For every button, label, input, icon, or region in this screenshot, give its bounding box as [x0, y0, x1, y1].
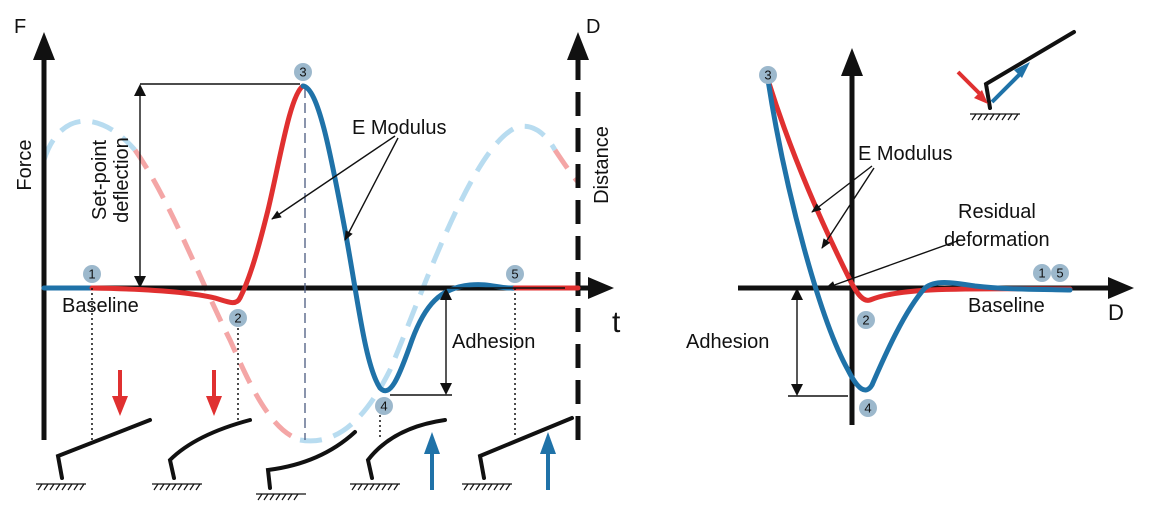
- retract-curve: [300, 83, 518, 394]
- e-modulus-pointer-retract: [344, 137, 399, 241]
- svg-text:3: 3: [299, 65, 306, 80]
- residual-label-line2: deformation: [944, 229, 1050, 251]
- right-marker-2: 2: [857, 311, 875, 329]
- right-marker-3: 3: [759, 66, 777, 84]
- right-retract-curve: [765, 77, 1073, 393]
- right-panel: 3 2 4 1 5 D E Modulus Residual deformati…: [686, 30, 1134, 425]
- marker-3: 3: [294, 63, 312, 81]
- residual-label-line1: Residual: [958, 201, 1036, 223]
- baseline-label: Baseline: [62, 295, 139, 317]
- adhesion-label: Adhesion: [452, 331, 535, 353]
- retract-arrow-icon: [424, 432, 440, 454]
- marker-2: 2: [229, 309, 247, 327]
- svg-text:3: 3: [764, 68, 771, 83]
- marker-4: 4: [375, 397, 393, 415]
- inset-retract-arrow-icon: [1014, 62, 1030, 78]
- approach-arrow-icon-2: [206, 396, 222, 416]
- right-approach-curve: [765, 77, 1073, 303]
- svg-text:1: 1: [88, 267, 95, 282]
- piezo-distance-curve-blue: [41, 118, 137, 161]
- right-e-modulus-pointer-retract: [821, 167, 875, 249]
- right-marker-4: 4: [859, 399, 877, 417]
- setpoint-label-line2: deflection: [111, 137, 133, 223]
- setpoint-arrow-up-icon: [134, 84, 146, 96]
- ylabel-distance: Distance: [591, 126, 613, 204]
- cantilever-stage-5: [462, 416, 574, 491]
- piezo-distance-curve-blue-2: [299, 123, 558, 444]
- marker-1: 1: [83, 265, 101, 283]
- svg-text:2: 2: [862, 313, 869, 328]
- e-modulus-pointer-approach: [271, 135, 396, 220]
- cantilever-stage-3: [256, 430, 357, 501]
- cantilever-stage-4: [350, 418, 447, 491]
- left-panel: 1 2 3 4 5 F D t Force Distance Set-point…: [14, 16, 621, 501]
- approach-arrow-icon: [112, 396, 128, 416]
- approach-curve: [89, 83, 306, 306]
- marker-5: 5: [506, 265, 524, 283]
- right-adhesion-arrow-down-icon: [791, 384, 803, 396]
- right-e-modulus-pointer-approach: [811, 165, 873, 213]
- cantilever-stage-1: [36, 370, 152, 491]
- cantilever-inset-icon: [956, 30, 1076, 121]
- inset-approach-arrow-icon: [974, 90, 988, 104]
- svg-text:4: 4: [864, 401, 871, 416]
- distance-axis-arrow-icon: [567, 32, 589, 60]
- axis-label-f: F: [14, 16, 26, 38]
- right-distance-axis-arrow-icon: [1108, 277, 1134, 299]
- svg-text:2: 2: [234, 311, 241, 326]
- axis-label-t: t: [612, 306, 621, 339]
- axis-label-d: D: [586, 16, 600, 38]
- retract-arrow-icon-2: [540, 432, 556, 454]
- piezo-distance-curve-red-2: [552, 148, 580, 184]
- ylabel-force: Force: [14, 139, 36, 190]
- right-axis-label-d: D: [1108, 300, 1124, 325]
- piezo-distance-curve-red: [132, 148, 301, 443]
- right-adhesion-label: Adhesion: [686, 331, 769, 353]
- adhesion-arrow-up-icon: [440, 288, 452, 300]
- right-e-modulus-label: E Modulus: [858, 143, 953, 165]
- setpoint-arrow-down-icon: [134, 276, 146, 288]
- time-axis-arrow-icon: [588, 277, 614, 299]
- force-axis-arrow-icon: [33, 32, 55, 60]
- svg-text:4: 4: [380, 399, 387, 414]
- cantilever-stage-2: [152, 370, 252, 491]
- svg-text:5: 5: [1056, 266, 1063, 281]
- adhesion-arrow-down-icon: [440, 383, 452, 395]
- right-baseline-label: Baseline: [968, 295, 1045, 317]
- right-adhesion-arrow-up-icon: [791, 288, 803, 300]
- svg-text:5: 5: [511, 267, 518, 282]
- right-force-axis-arrow-icon: [841, 48, 863, 76]
- svg-text:1: 1: [1038, 266, 1045, 281]
- setpoint-label-line1: Set-point: [89, 140, 111, 220]
- residual-deformation-pointer: [825, 239, 961, 289]
- right-marker-5: 5: [1051, 264, 1069, 282]
- e-modulus-label: E Modulus: [352, 117, 447, 139]
- right-marker-1: 1: [1033, 264, 1051, 282]
